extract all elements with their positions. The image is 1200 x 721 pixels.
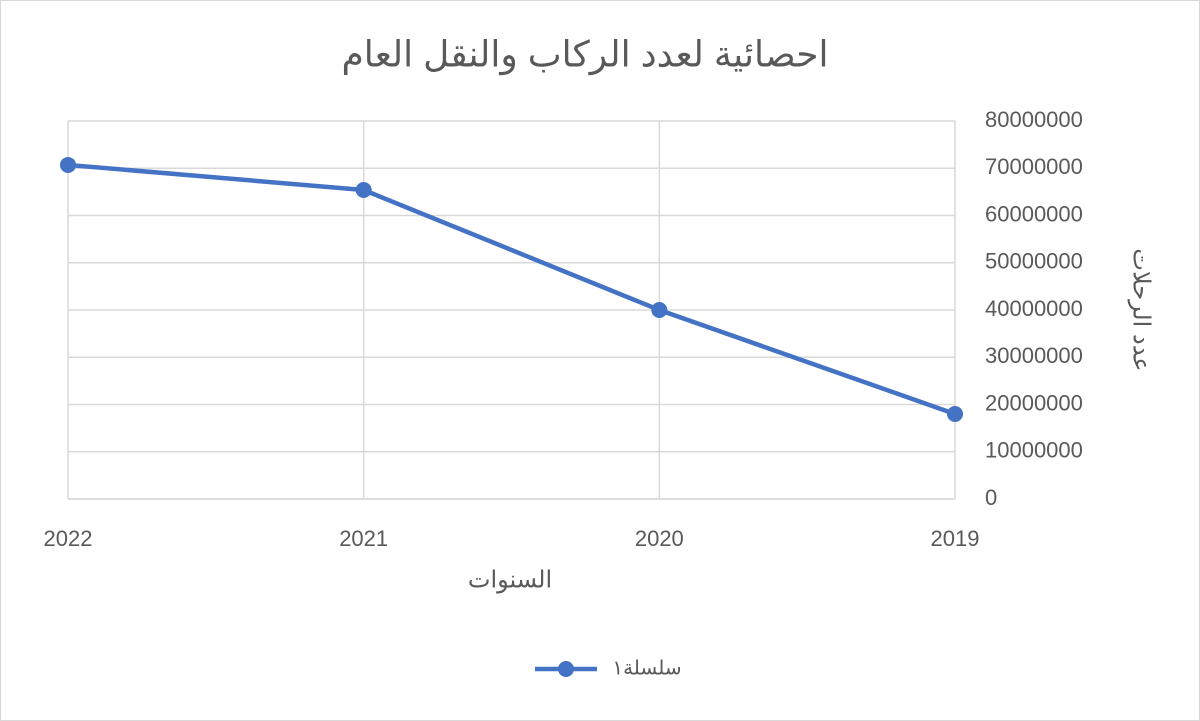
x-tick-label: 2019: [931, 526, 980, 551]
data-point: [355, 181, 372, 198]
legend-marker: [558, 661, 574, 677]
y-tick-label: 60000000: [985, 201, 1083, 226]
chart-title: احصائية لعدد الركاب والنقل العام: [341, 34, 828, 76]
x-tick-label: 2020: [635, 526, 684, 551]
x-axis-title: السنوات: [468, 566, 552, 593]
data-point: [651, 302, 668, 318]
y-tick-label: 70000000: [985, 154, 1083, 179]
x-tick-label: 2021: [339, 526, 388, 551]
series-line: [67, 162, 956, 417]
y-tick-label: 30000000: [985, 343, 1083, 368]
y-tick-label: 50000000: [985, 249, 1083, 274]
data-point: [947, 405, 963, 422]
y-tick-label: 20000000: [985, 390, 1083, 415]
y-axis-title: عدد الرحلات: [1128, 248, 1155, 371]
y-tick-label: 80000000: [985, 107, 1083, 132]
y-tick-label: 10000000: [985, 438, 1083, 463]
y-tick-label: 0: [985, 485, 997, 510]
legend-label: سلسلة١: [612, 657, 681, 679]
data-point: [60, 156, 76, 173]
y-tick-label: 40000000: [985, 296, 1083, 321]
x-tick-label: 2022: [44, 526, 93, 551]
